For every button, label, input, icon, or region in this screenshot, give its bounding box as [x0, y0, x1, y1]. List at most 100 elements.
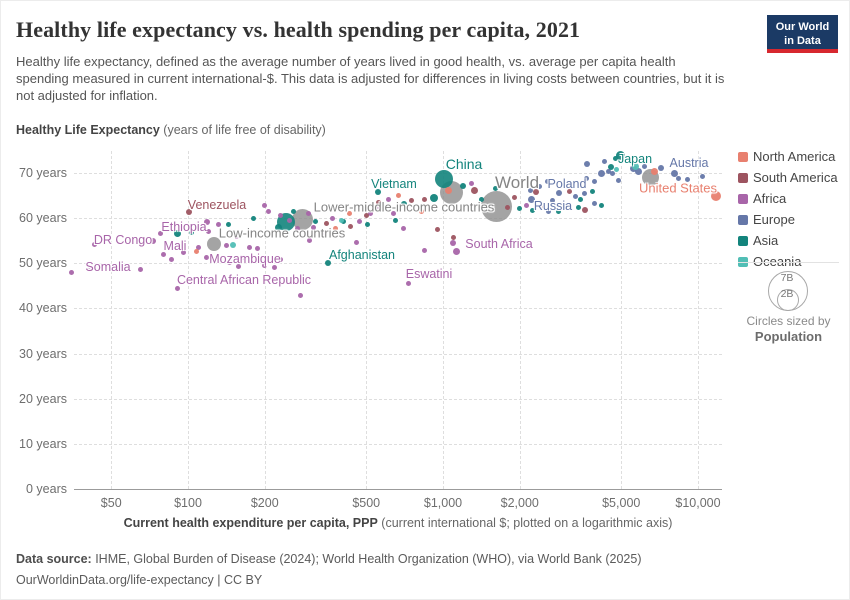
data-point[interactable] [642, 164, 648, 170]
data-point[interactable] [545, 179, 551, 185]
data-point[interactable] [313, 219, 319, 225]
data-point[interactable] [537, 204, 543, 210]
data-point[interactable] [566, 189, 572, 195]
data-point[interactable] [365, 221, 371, 227]
data-point[interactable] [391, 211, 397, 217]
data-point[interactable] [478, 196, 484, 202]
data-point[interactable] [323, 221, 329, 227]
data-point[interactable] [578, 196, 584, 202]
data-point[interactable] [523, 203, 529, 209]
data-point-united-states[interactable] [711, 191, 722, 202]
data-point[interactable] [240, 254, 246, 260]
data-point[interactable] [516, 206, 522, 212]
data-point[interactable] [255, 246, 261, 252]
data-point-central-african-republic[interactable] [175, 285, 181, 291]
data-point[interactable] [376, 199, 382, 205]
legend-item-na[interactable]: North America [738, 149, 843, 164]
data-point[interactable] [582, 191, 588, 197]
data-point[interactable] [286, 217, 292, 223]
data-point[interactable] [445, 187, 453, 195]
data-point[interactable] [294, 226, 300, 232]
data-point[interactable] [356, 219, 362, 225]
data-point[interactable] [275, 224, 283, 232]
data-point[interactable] [400, 200, 407, 207]
data-point[interactable] [348, 224, 354, 230]
data-point[interactable] [157, 231, 163, 237]
data-point-dr-congo[interactable] [150, 238, 157, 245]
data-point[interactable] [545, 209, 551, 215]
data-point[interactable] [262, 202, 268, 208]
data-point[interactable] [347, 211, 353, 217]
data-point[interactable] [584, 175, 590, 181]
legend-item-as[interactable]: Asia [738, 233, 843, 248]
data-point[interactable] [385, 196, 391, 202]
data-point[interactable] [234, 233, 240, 239]
data-point[interactable] [429, 193, 438, 202]
data-point[interactable] [651, 168, 659, 176]
data-point[interactable] [321, 231, 327, 237]
data-point[interactable] [601, 159, 607, 165]
data-point[interactable] [368, 211, 374, 217]
data-point[interactable] [137, 266, 143, 272]
data-point[interactable] [92, 242, 98, 248]
data-point[interactable] [168, 257, 174, 263]
data-point-eswatini[interactable] [405, 280, 411, 286]
data-point[interactable] [592, 201, 598, 207]
data-point[interactable] [632, 162, 640, 170]
legend-item-sa[interactable]: South America [738, 170, 843, 185]
data-point-austria[interactable] [658, 164, 665, 171]
legend-item-eu[interactable]: Europe [738, 212, 843, 227]
data-point[interactable] [589, 189, 595, 195]
data-point[interactable] [563, 204, 569, 210]
data-point[interactable] [684, 176, 690, 182]
data-point[interactable] [615, 178, 621, 184]
data-point[interactable] [532, 188, 539, 195]
data-point[interactable] [160, 252, 166, 258]
data-point[interactable] [223, 243, 229, 249]
owid-logo[interactable]: Our World in Data [767, 15, 838, 53]
data-point[interactable] [278, 257, 284, 263]
data-point[interactable] [434, 226, 440, 232]
data-point[interactable] [226, 260, 232, 266]
data-point[interactable] [225, 222, 231, 228]
data-point[interactable] [670, 169, 678, 177]
data-point[interactable] [421, 196, 427, 202]
data-point[interactable] [341, 219, 347, 225]
data-point[interactable] [610, 170, 616, 176]
data-point[interactable] [581, 207, 588, 214]
data-point-venezuela[interactable] [186, 208, 193, 215]
data-point[interactable] [188, 230, 194, 236]
data-point[interactable] [330, 216, 336, 222]
data-point[interactable] [421, 247, 427, 253]
data-point[interactable] [700, 174, 706, 180]
data-point[interactable] [250, 215, 256, 221]
data-point[interactable] [174, 230, 182, 238]
data-point[interactable] [298, 293, 304, 299]
data-point[interactable] [86, 267, 92, 273]
data-point-afghanistan[interactable] [324, 259, 331, 266]
data-point[interactable] [376, 204, 382, 210]
data-point[interactable] [305, 211, 311, 217]
data-point[interactable] [216, 221, 222, 227]
data-point-russia[interactable] [528, 195, 536, 203]
data-point[interactable] [277, 213, 283, 219]
data-point[interactable] [470, 187, 478, 195]
data-point-low-income-countries[interactable] [206, 236, 221, 251]
data-point[interactable] [576, 205, 582, 211]
data-point[interactable] [450, 235, 456, 241]
data-point[interactable] [401, 226, 407, 232]
data-point-poland[interactable] [555, 189, 562, 196]
data-point[interactable] [333, 226, 339, 232]
data-point[interactable] [555, 209, 561, 215]
data-point[interactable] [261, 263, 267, 269]
data-point-japan[interactable] [616, 151, 626, 161]
data-point-south-africa[interactable] [452, 247, 460, 255]
data-point[interactable] [598, 169, 606, 177]
data-point[interactable] [583, 160, 590, 167]
data-point[interactable] [265, 209, 271, 215]
legend-item-af[interactable]: Africa [738, 191, 843, 206]
data-point[interactable] [460, 182, 467, 189]
data-point[interactable] [536, 184, 542, 190]
data-point-mali[interactable] [180, 250, 186, 256]
data-point[interactable] [339, 218, 345, 224]
